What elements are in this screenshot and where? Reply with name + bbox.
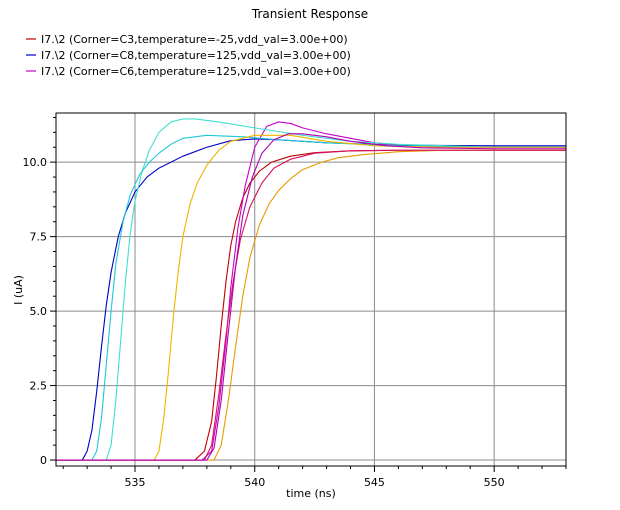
y-axis: 0 2.5 5.0 7.5 10.0 bbox=[23, 116, 56, 467]
y-axis-label: I (uA) bbox=[12, 275, 25, 305]
x-tick-label: 535 bbox=[125, 476, 146, 489]
x-axis: 535 540 545 550 bbox=[62, 466, 567, 489]
series-line-9 bbox=[56, 133, 566, 461]
legend: I7.\2 (Corner=C3,temperature=-25,vdd_val… bbox=[26, 33, 351, 78]
y-tick-label: 5.0 bbox=[30, 305, 48, 318]
series-line-5 bbox=[56, 134, 566, 461]
x-tick-label: 545 bbox=[364, 476, 385, 489]
chart-title: Transient Response bbox=[251, 7, 368, 21]
series-line-4 bbox=[56, 118, 566, 461]
plot-frame bbox=[55, 112, 567, 467]
legend-entry: I7.\2 (Corner=C3,temperature=-25,vdd_val… bbox=[41, 33, 348, 46]
series-layer bbox=[56, 118, 566, 461]
y-tick-label: 0 bbox=[40, 454, 47, 467]
grid bbox=[56, 113, 566, 466]
series-line-2 bbox=[56, 138, 566, 461]
series-line-7 bbox=[56, 149, 566, 461]
x-tick-label: 540 bbox=[244, 476, 265, 489]
x-axis-label: time (ns) bbox=[286, 487, 336, 500]
y-tick-label: 2.5 bbox=[30, 380, 48, 393]
y-tick-label: 7.5 bbox=[30, 231, 48, 244]
series-line-8 bbox=[56, 149, 566, 461]
series-line-3 bbox=[56, 121, 566, 461]
legend-entry: I7.\2 (Corner=C6,temperature=125,vdd_val… bbox=[41, 65, 351, 78]
y-tick-label: 10.0 bbox=[23, 156, 48, 169]
legend-entry: I7.\2 (Corner=C8,temperature=125,vdd_val… bbox=[41, 49, 351, 62]
x-tick-label: 550 bbox=[484, 476, 505, 489]
series-line-6 bbox=[56, 134, 566, 461]
